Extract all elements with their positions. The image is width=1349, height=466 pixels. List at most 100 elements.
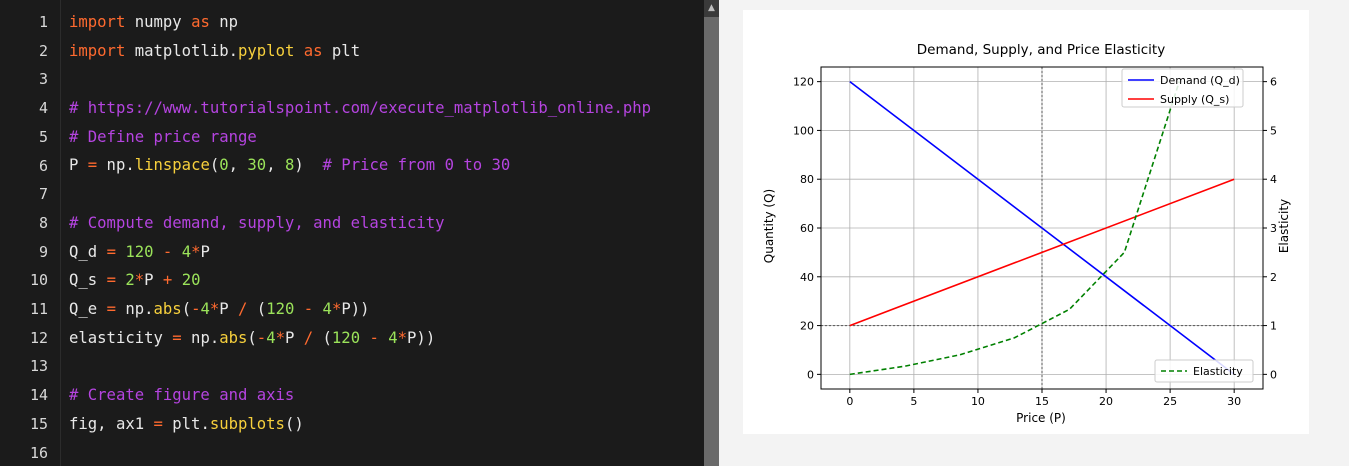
line-number: 8 xyxy=(38,213,48,232)
line-number: 16 xyxy=(29,443,48,462)
code-token: ( xyxy=(247,299,267,318)
line-number: 4 xyxy=(38,99,48,118)
code-token: , xyxy=(228,156,248,175)
code-token: P)) xyxy=(407,328,436,347)
code-token: ) xyxy=(294,156,323,175)
line-number: 1 xyxy=(38,13,48,31)
code-token: - xyxy=(369,328,379,347)
code-area[interactable]: import numpy as np import matplotlib.pypl… xyxy=(69,8,697,466)
code-token: ( xyxy=(209,156,220,175)
code-token: fig, ax1 xyxy=(69,414,154,433)
code-line: Q_s = 2*P + 20 xyxy=(69,266,697,295)
code-token: * xyxy=(397,328,408,347)
code-token: - xyxy=(191,299,201,318)
code-token: # Create figure and axis xyxy=(69,385,295,404)
x-tick-label: 5 xyxy=(910,395,917,408)
y-tick-label: 20 xyxy=(800,320,814,333)
code-token: abs xyxy=(219,328,248,347)
x-tick-label: 0 xyxy=(846,395,853,408)
line-number: 2 xyxy=(38,41,48,60)
line-number: 12 xyxy=(29,328,48,347)
y-right-tick-label: 1 xyxy=(1270,320,1277,333)
code-token: = xyxy=(172,328,182,347)
editor-scrollbar[interactable]: ▲ xyxy=(704,0,719,466)
chart: Demand, Supply, and Price Elasticity Pri… xyxy=(762,42,1291,425)
code-token xyxy=(172,243,181,261)
y-tick-label: 120 xyxy=(793,76,814,89)
code-token: P xyxy=(200,242,210,261)
code-token: 4 xyxy=(388,328,398,347)
code-line: # https://www.tutorialspoint.com/execute… xyxy=(69,94,697,123)
code-line: Q_e = np.abs(-4*P / (120 - 4*P)) xyxy=(69,295,697,324)
code-token: plt xyxy=(322,41,361,60)
code-token: 4 xyxy=(200,299,210,318)
x-tick-label: 25 xyxy=(1163,395,1177,408)
code-editor[interactable]: 1 2 3 4 5 6 7 8 9 10 11 12 13 14 15 16 import numpy as … xyxy=(0,0,719,466)
code-token xyxy=(154,243,163,261)
y-right-tick-label: 4 xyxy=(1270,173,1277,186)
code-token: ( xyxy=(181,299,192,318)
code-line: P = np.linspace(0, 30, 8) # Price from 0… xyxy=(69,151,697,180)
code-token: import xyxy=(69,41,126,60)
code-token: 8 xyxy=(284,156,295,175)
line-number: 6 xyxy=(38,156,48,175)
code-token: = xyxy=(106,271,116,290)
code-token: = xyxy=(87,156,98,175)
y-tick-label: 0 xyxy=(807,368,814,381)
code-token: 4 xyxy=(266,328,276,347)
y-right-tick-label: 6 xyxy=(1270,76,1277,89)
code-token: 2 xyxy=(125,271,135,290)
code-token: ( xyxy=(313,328,332,347)
code-token: - xyxy=(303,299,314,318)
plot-card: Demand, Supply, and Price Elasticity Pri… xyxy=(743,10,1309,434)
code-token: matplotlib. xyxy=(125,41,239,60)
y-axis-right-label: Elasticity xyxy=(1277,199,1291,253)
code-token: subplots xyxy=(209,414,285,433)
code-line: ​ xyxy=(69,438,697,466)
code-token: - xyxy=(256,328,267,347)
code-token: 4 xyxy=(322,299,332,318)
chart-title: Demand, Supply, and Price Elasticity xyxy=(917,42,1165,58)
code-line: # Create figure and axis xyxy=(69,381,697,410)
code-token: * xyxy=(209,299,220,318)
code-token xyxy=(116,271,125,289)
code-token: = xyxy=(106,299,116,318)
scroll-thumb[interactable] xyxy=(704,17,719,466)
y-right-tick-label: 3 xyxy=(1270,222,1277,235)
code-token: 4 xyxy=(181,242,192,261)
code-token xyxy=(313,300,322,318)
code-token: () xyxy=(284,414,304,433)
code-token: np. xyxy=(181,328,220,347)
legend-label: Supply (Q_s) xyxy=(1160,93,1229,106)
line-number: 13 xyxy=(29,357,48,376)
code-token: np. xyxy=(97,156,135,175)
x-tick-label: 15 xyxy=(1035,395,1049,408)
line-number: 7 xyxy=(38,185,48,204)
line-number: 5 xyxy=(38,127,48,146)
code-token: elasticity xyxy=(69,328,173,347)
code-token: as xyxy=(303,41,323,60)
y-right-tick-label: 0 xyxy=(1270,368,1277,381)
x-axis-label: Price (P) xyxy=(1016,411,1066,425)
code-token: = xyxy=(106,242,116,261)
code-token: = xyxy=(153,414,163,433)
legend-box xyxy=(1154,359,1254,383)
code-token xyxy=(172,271,181,289)
series-line-1 xyxy=(849,178,1235,327)
code-token: # Define price range xyxy=(69,127,257,146)
code-token: P xyxy=(284,328,304,347)
code-token: numpy xyxy=(125,13,192,31)
scroll-up-icon[interactable]: ▲ xyxy=(704,0,719,17)
y-tick-label: 100 xyxy=(793,124,814,137)
code-token: ( xyxy=(247,328,257,347)
code-token: , xyxy=(266,156,285,175)
code-token: * xyxy=(275,328,285,347)
y-axis-label: Quantity (Q) xyxy=(762,189,776,263)
code-token: P xyxy=(219,299,239,318)
code-token xyxy=(294,42,303,60)
code-token: 120 xyxy=(331,328,361,347)
code-token: np xyxy=(209,13,239,31)
code-token: P)) xyxy=(341,299,370,318)
code-line: Q_d = 120 - 4*P xyxy=(69,238,697,267)
y-tick-label: 40 xyxy=(800,271,814,284)
